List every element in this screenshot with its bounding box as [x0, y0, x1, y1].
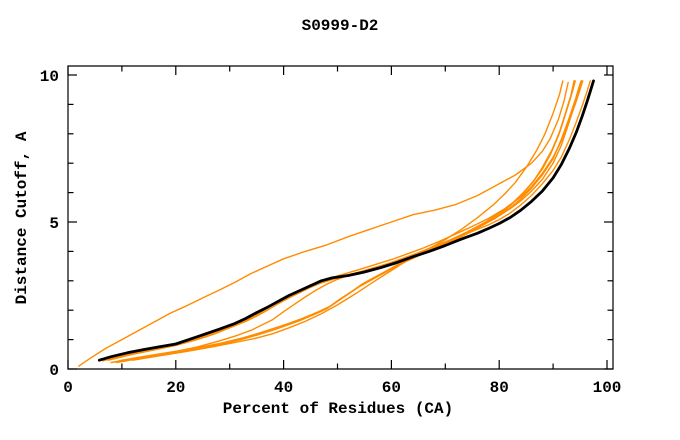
plot-frame-border: [67, 65, 614, 370]
series-line-orange-8: [107, 80, 583, 361]
y-tick-label: 5: [49, 215, 59, 233]
series-line-black-main: [97, 79, 595, 362]
x-tick-label: 100: [593, 379, 622, 397]
series-line-orange-7: [132, 80, 564, 361]
x-tick-label: 40: [274, 379, 293, 397]
data-series: [78, 79, 595, 367]
series-line-orange-5: [115, 80, 575, 364]
y-tick-label: 0: [49, 362, 59, 380]
axis-tick-labels: 0 20 40 60 80 100 0 5 10: [40, 68, 622, 397]
x-tick-label: 80: [490, 379, 509, 397]
series-line-orange-1: [78, 81, 569, 367]
x-tick-label: 20: [166, 379, 185, 397]
plot-frame: [67, 65, 614, 370]
y-tick-label: 10: [40, 68, 59, 86]
series-line-orange-3: [105, 80, 584, 361]
series-line-orange-6: [118, 80, 576, 362]
x-axis-label: Percent of Residues (CA): [223, 400, 453, 418]
chart-title: S0999-D2: [302, 17, 379, 35]
axis-ticks: [67, 66, 613, 370]
x-tick-label: 0: [63, 379, 73, 397]
series-line-orange-2: [102, 80, 591, 362]
y-axis-label: Distance Cutoff, A: [13, 131, 31, 304]
series-line-orange-4: [110, 80, 582, 364]
x-tick-label: 60: [382, 379, 401, 397]
